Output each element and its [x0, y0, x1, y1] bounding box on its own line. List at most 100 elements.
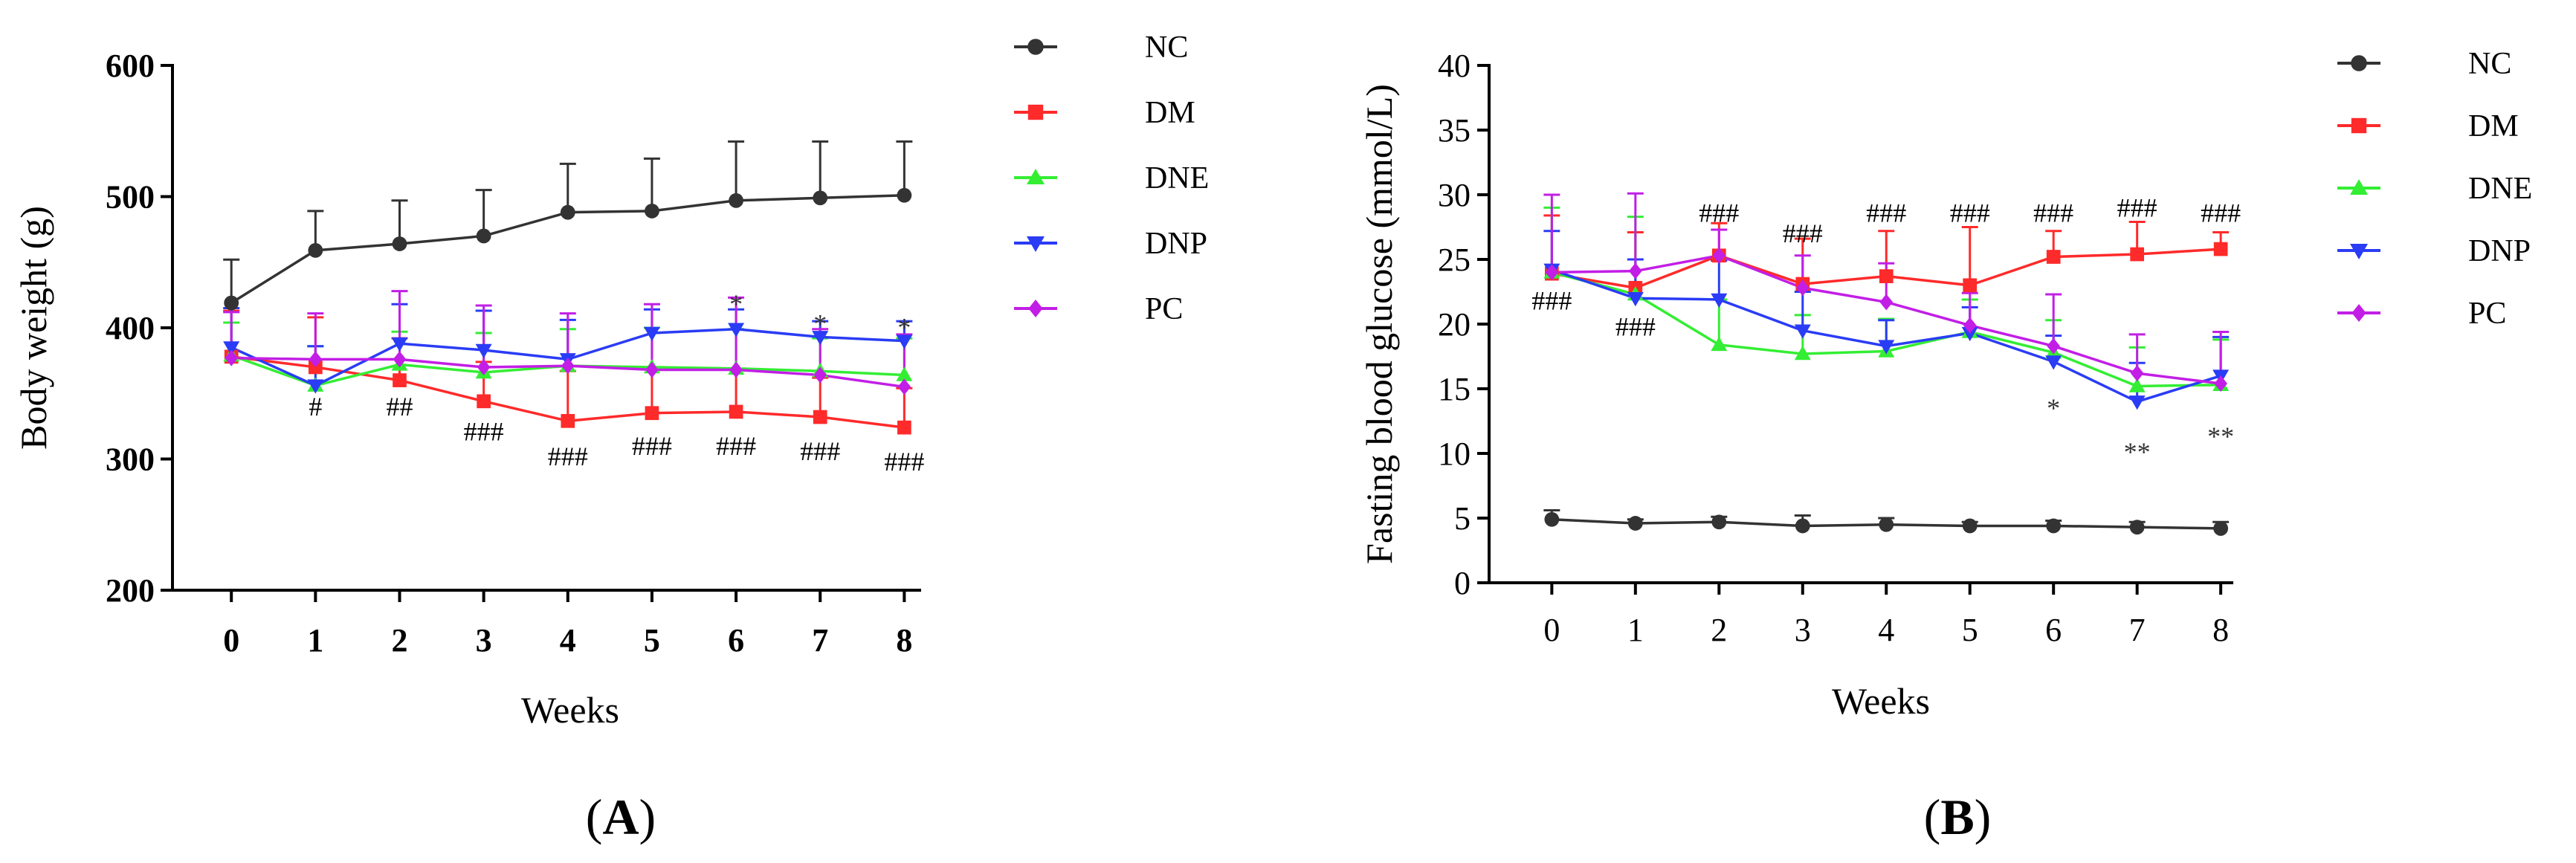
data-point-dne [896, 366, 913, 381]
legend-item-dnp: DNP [2337, 234, 2531, 268]
markers-nc [1544, 511, 2229, 536]
data-point-pc [897, 378, 911, 395]
data-point-dnp [1711, 293, 1728, 308]
significance-hash: ### [716, 431, 756, 461]
data-point-pc [813, 366, 827, 384]
y-tick-label: 200 [106, 572, 155, 609]
markers-dnp [1543, 263, 2230, 410]
y-tick-label: 300 [106, 442, 155, 478]
y-tick-label: 5 [1454, 500, 1471, 537]
x-tick-label: 0 [1543, 612, 1560, 648]
markers-nc [224, 187, 912, 311]
data-point-dnp [728, 323, 745, 337]
significance-hash: ### [1699, 198, 1739, 227]
y-tick-label: 30 [1438, 177, 1471, 213]
data-point-nc [813, 190, 828, 206]
data-point-nc [897, 187, 912, 203]
data-point-dm [393, 373, 407, 387]
y-axis-title: Fasting blood glucose (mmol/L) [1358, 84, 1400, 564]
data-point-dne [1794, 346, 1811, 361]
legend-item-dm: DM [1014, 96, 1195, 130]
significance-hash: ### [2033, 198, 2073, 227]
significance-hash: ### [884, 447, 924, 476]
significance-hash: ### [1783, 219, 1823, 248]
data-point-dnp [307, 379, 324, 394]
data-point-pc [1545, 264, 1559, 281]
data-point-nc [1711, 514, 1727, 530]
data-point-dnp [896, 334, 913, 349]
data-point-dnp [2045, 355, 2062, 370]
data-point-pc [477, 358, 491, 375]
x-tick-label: 6 [728, 622, 744, 659]
legend-item-dne: DNE [1014, 161, 1209, 195]
chart-body-weight: 200 300 400 500 600 0 1 2 3 4 5 6 7 8 Body weight (g) W… [13, 30, 1209, 731]
x-tick-label: 7 [812, 622, 828, 659]
x-tick-label: 3 [476, 622, 492, 659]
series-nc [223, 140, 913, 304]
legend-marker-dm [2351, 117, 2367, 134]
legend-label: DNE [1145, 161, 1209, 195]
x-tick-label: 6 [2045, 612, 2062, 648]
significance-hash: ### [1866, 198, 1906, 227]
data-point-pc [1795, 279, 1810, 297]
data-point-pc [729, 361, 743, 378]
data-point-nc [392, 236, 407, 251]
legend-marker-dm [1027, 104, 1044, 120]
data-point-nc [1544, 511, 1560, 527]
legend-marker-dnp [2350, 244, 2368, 259]
legend-marker-nc [2351, 55, 2367, 71]
significance-star: * [729, 289, 743, 319]
data-point-nc [1962, 518, 1978, 534]
data-point-pc [1629, 262, 1642, 279]
x-tick-label: 2 [391, 622, 407, 659]
data-point-dne [2128, 378, 2146, 392]
x-tick-label: 1 [307, 622, 323, 659]
x-tick-label: 4 [560, 622, 576, 659]
data-point-nc [2213, 521, 2229, 536]
significance-star: * [897, 313, 911, 343]
significance-hash: ### [1531, 286, 1572, 316]
data-point-pc [1879, 294, 1894, 311]
x-tick-label: 8 [896, 622, 912, 659]
markers-pc [1545, 247, 2227, 392]
significance-star: ** [2207, 421, 2234, 451]
data-point-dnp [391, 337, 408, 352]
data-point-pc [2047, 337, 2060, 355]
data-point-dm [729, 404, 743, 419]
legend-marker-nc [1027, 39, 1044, 55]
y-tick-label: 10 [1438, 436, 1471, 472]
data-point-dm [477, 394, 491, 409]
y-tick-label: 15 [1438, 371, 1471, 407]
chart-fasting-glucose: 0 5 10 15 20 25 30 35 40 0 1 2 3 4 5 6 7 8 Fasting blood g… [1358, 47, 2532, 722]
data-point-pc [393, 351, 407, 368]
y-axis-title: Body weight (g) [13, 206, 54, 450]
data-point-nc [308, 242, 323, 258]
data-point-pc [561, 358, 575, 375]
data-point-dm [813, 410, 827, 424]
legend-label: DNE [2468, 172, 2532, 206]
significance-star: * [2047, 393, 2060, 423]
significance-hash: ### [2117, 193, 2157, 222]
data-point-nc [2046, 518, 2062, 534]
data-point-nc [224, 295, 239, 311]
legend-label: DM [1145, 96, 1195, 130]
significance-hash: ## [386, 392, 413, 421]
legend-label: DNP [1145, 227, 1207, 261]
legend-label: PC [1145, 292, 1183, 326]
x-tick-label: 3 [1795, 612, 1811, 648]
data-point-dm [1879, 269, 1894, 283]
x-tick-label: 5 [644, 622, 660, 659]
data-point-dm [561, 413, 575, 428]
data-point-pc [1963, 317, 1977, 334]
y-tick-label: 400 [106, 310, 155, 346]
data-point-nc [560, 204, 575, 220]
data-point-dnp [643, 326, 660, 342]
significance-hash: ### [464, 416, 504, 446]
legend: NC DM DNE DNP PC [1014, 30, 1209, 326]
data-point-pc [2214, 375, 2227, 392]
panel-label-b: (B) [1924, 789, 1992, 845]
y-tick-label: 500 [106, 179, 155, 216]
legend-label: NC [1145, 30, 1188, 65]
data-point-pc [225, 349, 239, 366]
